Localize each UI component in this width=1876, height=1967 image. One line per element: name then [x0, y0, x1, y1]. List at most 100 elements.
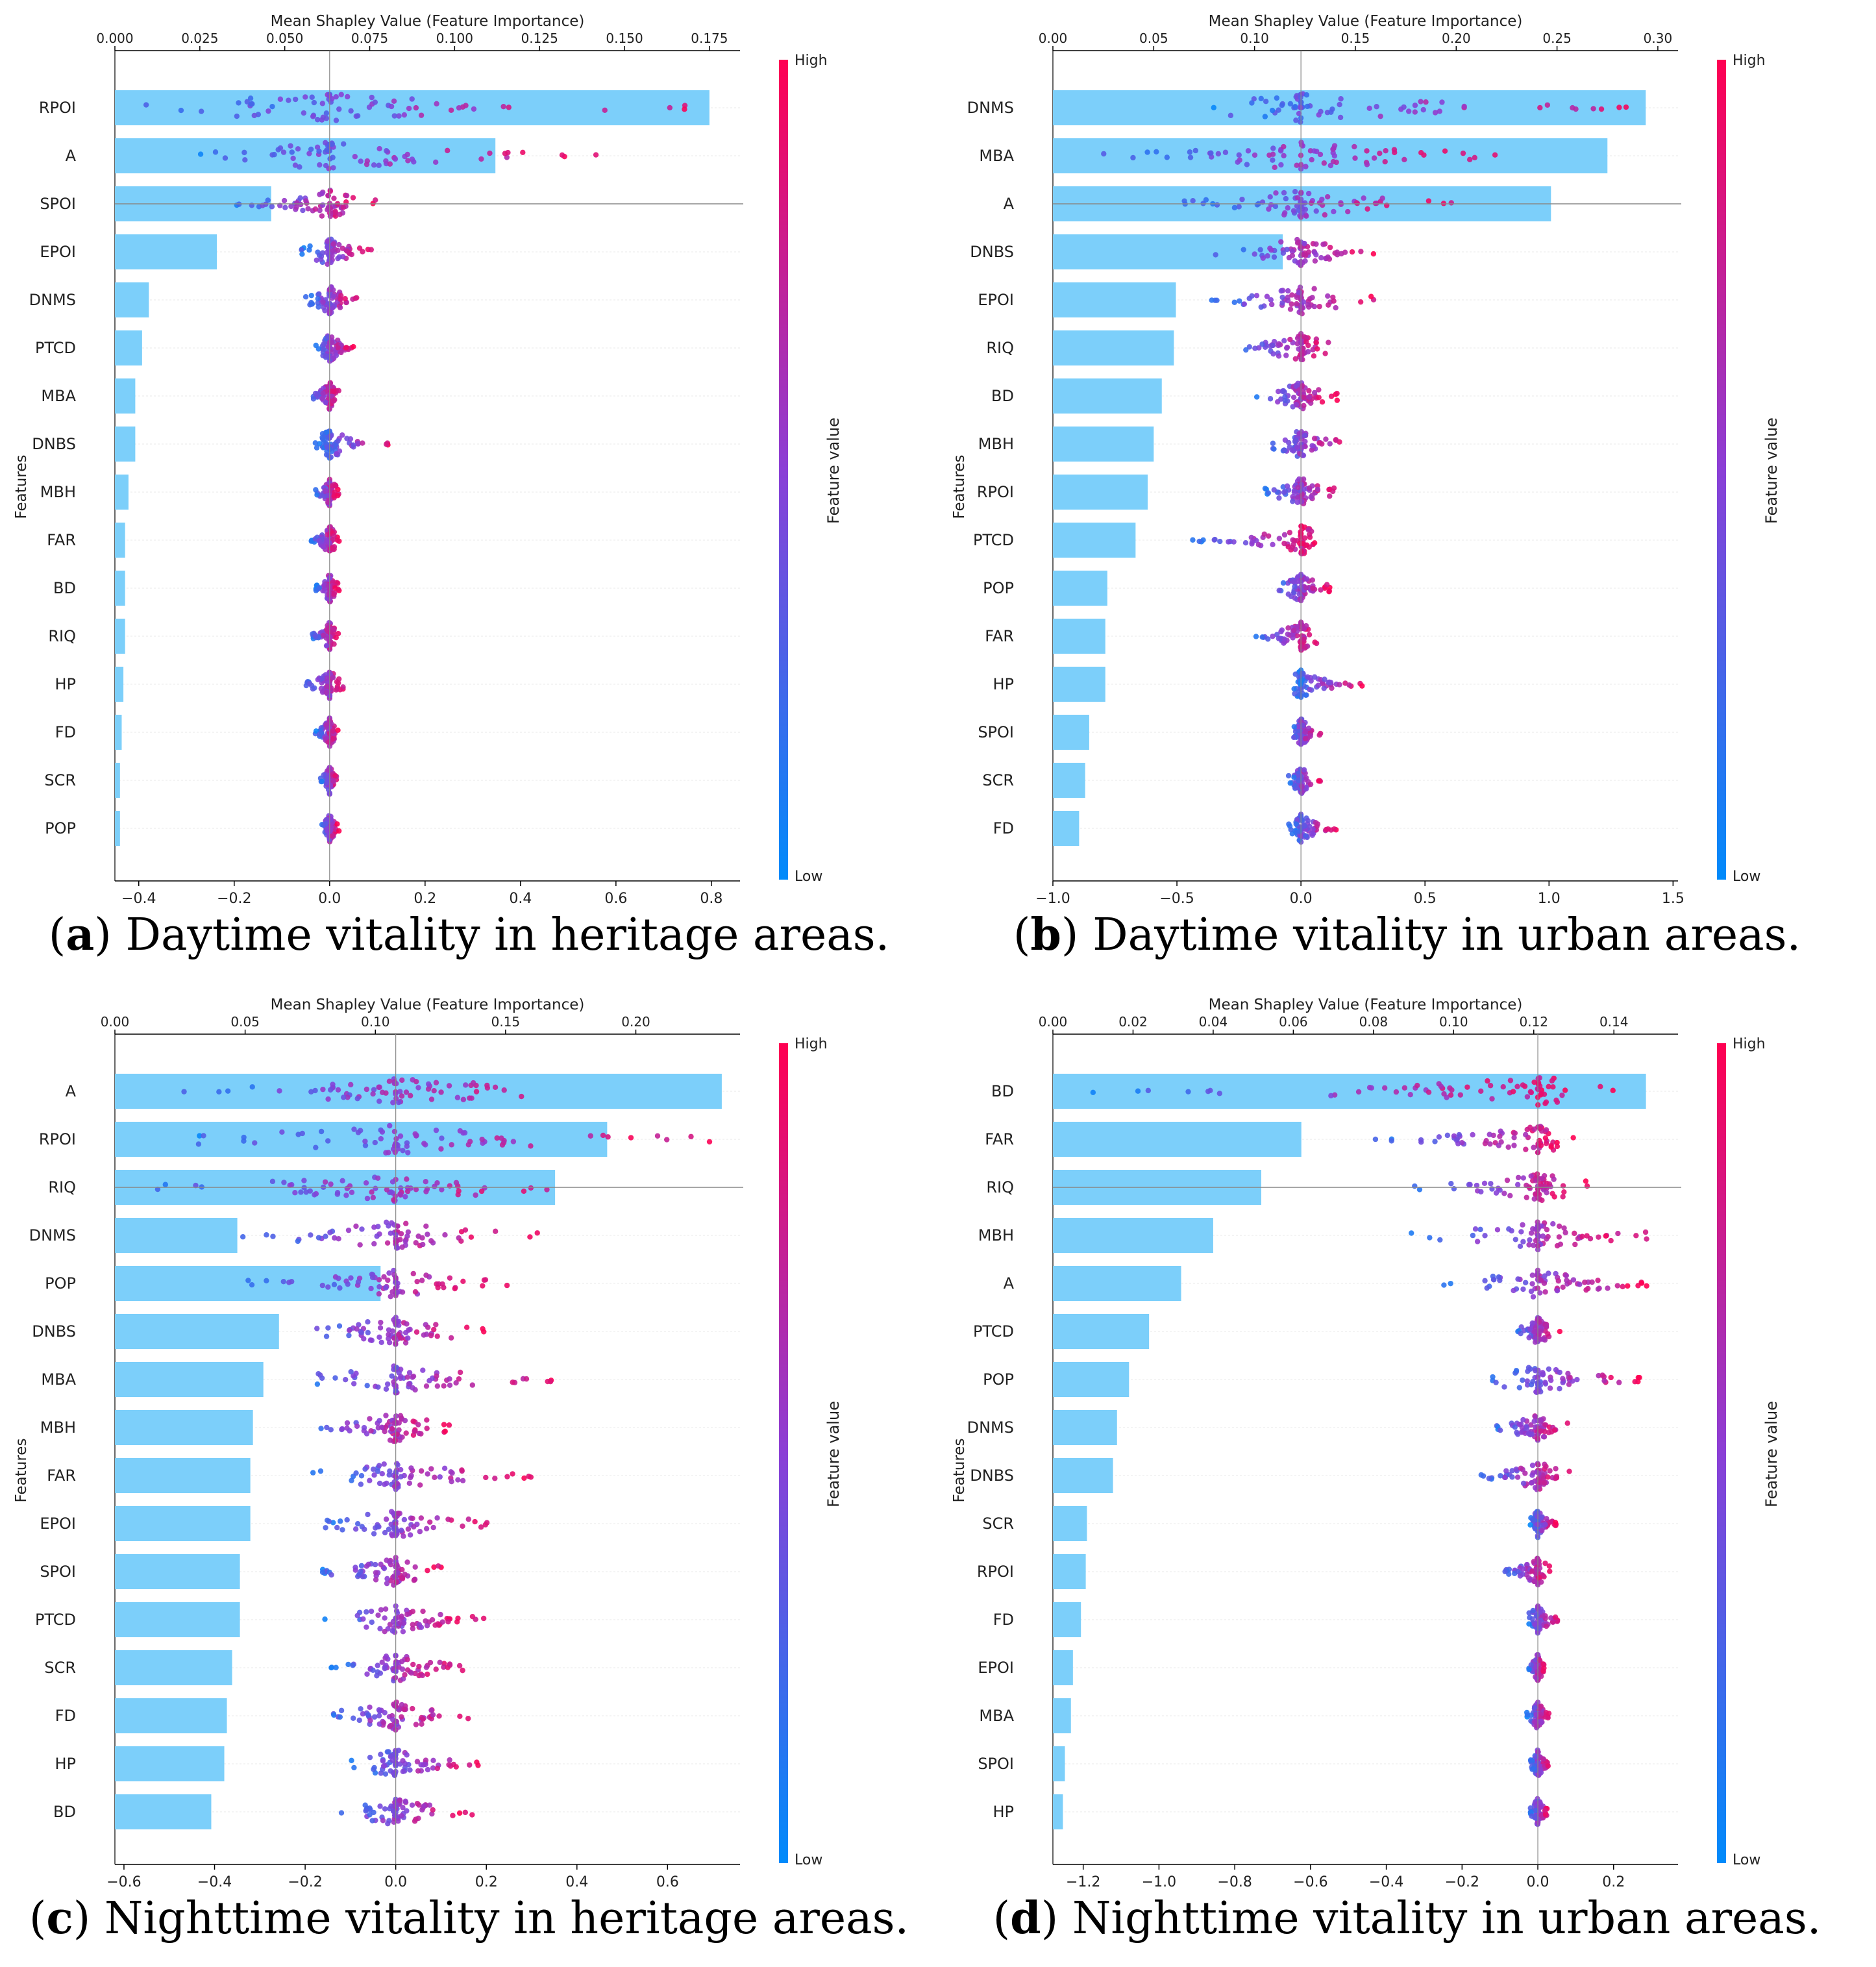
bottom-tick-label-d: −0.4 [1369, 1874, 1403, 1890]
shap-dot [399, 1812, 404, 1819]
shap-dot [1537, 1276, 1543, 1283]
shap-dot [351, 1381, 357, 1387]
shap-dot [407, 1532, 413, 1538]
shap-dot [1512, 1424, 1518, 1430]
shap-dot [447, 1661, 453, 1667]
shap-dot [1477, 1226, 1483, 1233]
shap-dot [327, 301, 333, 307]
top-tick-label-c: 0.10 [361, 1014, 390, 1030]
shap-dot [1293, 118, 1299, 123]
shap-dot [423, 1761, 428, 1768]
bottom-tick-label-d: −1.0 [1142, 1874, 1176, 1890]
shap-dot [314, 1381, 321, 1387]
shap-dot [314, 445, 320, 451]
shap-dot [1252, 152, 1258, 158]
shap-dot [388, 103, 395, 110]
shap-dot [178, 107, 184, 114]
shap-dot [336, 388, 341, 393]
importance-bar-hp [115, 667, 124, 702]
shap-dot [338, 293, 344, 299]
shap-dot [1101, 151, 1107, 157]
shap-dot [1315, 682, 1322, 688]
shap-dot [349, 1478, 354, 1483]
shap-dot [467, 1139, 473, 1144]
shap-dot [354, 1326, 360, 1332]
importance-bar-scr [115, 1650, 232, 1685]
shap-dot [1303, 833, 1309, 839]
shap-dot [510, 1379, 515, 1385]
shap-dot [381, 1274, 387, 1280]
shap-dot [448, 1335, 454, 1341]
shap-dot [387, 161, 393, 167]
shap-dot [269, 103, 275, 110]
shap-dot [216, 1089, 222, 1095]
shap-dot [1572, 1230, 1577, 1237]
shap-dot [319, 213, 325, 219]
shap-dot [1331, 208, 1337, 215]
shap-dot [1601, 1374, 1607, 1379]
shap-dot [1464, 1084, 1470, 1090]
importance-bar-scr [1053, 763, 1085, 798]
top-tick-label-c: 0.20 [621, 1014, 650, 1030]
shap-dot [1546, 1366, 1552, 1372]
caption-label-d: d [1010, 1892, 1041, 1944]
shap-dot [1547, 1468, 1553, 1474]
shap-dot [1337, 682, 1342, 687]
shap-dot [414, 1759, 421, 1764]
shap-dot [1311, 148, 1317, 154]
shap-dot [378, 1319, 384, 1326]
shap-dot [416, 1663, 422, 1670]
shap-dot [1542, 1560, 1548, 1566]
shap-dot [382, 1615, 388, 1621]
shap-dot [319, 191, 325, 197]
shap-dot [376, 1098, 382, 1104]
shap-dot [1298, 681, 1303, 687]
shap-dot [1541, 1665, 1547, 1671]
shap-dot [365, 1712, 371, 1718]
shap-dot [322, 308, 328, 314]
shap-dot [425, 1766, 431, 1773]
shap-dot [1531, 1243, 1537, 1248]
feature-label-mba: MBA [41, 387, 76, 405]
shap-dot [1222, 149, 1229, 155]
shap-dot [1448, 1280, 1453, 1287]
shap-dot [242, 157, 248, 163]
shap-dot [300, 207, 306, 214]
shap-dot [343, 1193, 349, 1198]
shap-dot [438, 1146, 444, 1152]
shap-dot [480, 1615, 487, 1622]
shap-dot [1313, 340, 1319, 346]
shap-dot [502, 151, 508, 156]
shap-dot [404, 151, 410, 158]
shap-dot [371, 1531, 377, 1537]
shap-dot [320, 299, 326, 305]
shap-dot [1237, 298, 1242, 304]
shap-dot [1276, 341, 1282, 347]
shap-dot [1545, 1331, 1551, 1337]
shap-dot [1550, 1221, 1556, 1227]
shap-dot [384, 1381, 391, 1387]
shap-dot [415, 1422, 421, 1428]
shap-dot [401, 112, 408, 118]
shap-dot [1545, 1714, 1551, 1721]
shap-dot [332, 1375, 338, 1381]
shap-dot [1537, 105, 1543, 111]
shap-dot [378, 1561, 384, 1567]
shap-dot [271, 151, 277, 158]
shap-dot [1317, 151, 1324, 158]
shap-dot [1497, 1133, 1503, 1139]
shap-dot [1281, 540, 1287, 547]
shap-dot [460, 1096, 467, 1102]
shap-dot [483, 1474, 489, 1481]
shap-dot [336, 106, 342, 112]
beeswarm-dnbs [1478, 1461, 1572, 1492]
shap-dot [344, 248, 350, 254]
shap-dot [354, 1521, 361, 1527]
shap-dot [1288, 826, 1294, 833]
feature-label-rpoi: RPOI [39, 99, 76, 117]
shap-dot [1540, 1371, 1546, 1377]
shap-dot [406, 1327, 412, 1333]
importance-bar-ptcd [115, 1602, 240, 1637]
shap-dot [367, 1416, 373, 1422]
